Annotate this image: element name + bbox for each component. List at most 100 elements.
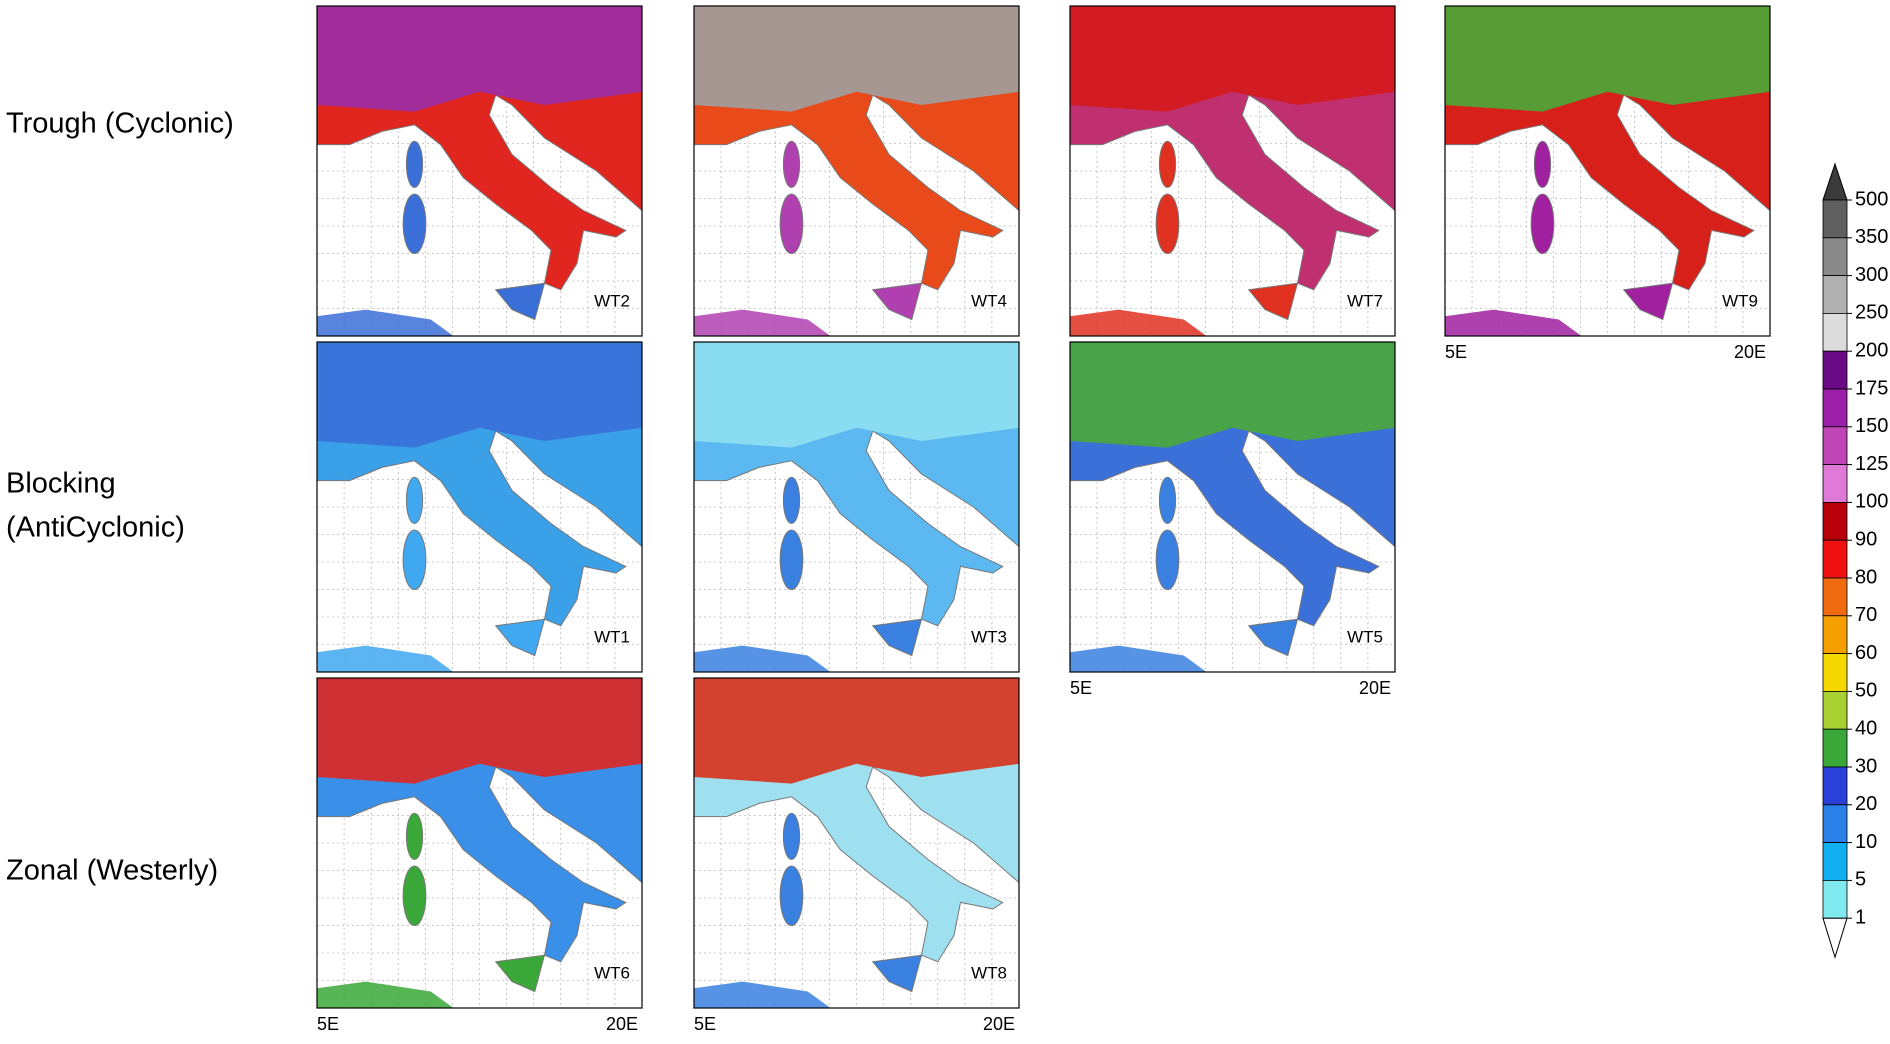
sicily xyxy=(871,282,923,321)
row-label: Zonal (Westerly) xyxy=(6,855,218,887)
sardinia xyxy=(779,193,804,255)
row-label: Trough (Cyclonic) xyxy=(6,108,234,140)
axis-label: 20E xyxy=(983,1014,1015,1034)
axis-label: 20E xyxy=(1359,678,1391,698)
colorbar-tick-label: 20 xyxy=(1855,793,1877,815)
colorbar-box xyxy=(1822,275,1848,314)
panel-label: WT1 xyxy=(594,627,630,646)
alps-region xyxy=(1070,342,1395,448)
sardinia xyxy=(402,193,427,255)
map-panel: WT3 xyxy=(693,341,1020,673)
colorbar-tick-label: 300 xyxy=(1855,264,1888,286)
corsica xyxy=(782,140,801,188)
panel-label: WT4 xyxy=(971,291,1007,310)
panel-border xyxy=(1444,5,1771,337)
map-panel: WT6 xyxy=(316,677,643,1009)
corsica xyxy=(405,140,424,188)
colorbar-box xyxy=(1822,728,1848,768)
alps-region xyxy=(1445,6,1770,112)
panel-border xyxy=(1069,341,1396,673)
map-panel: WT1 xyxy=(316,341,643,673)
corsica xyxy=(782,476,801,524)
sardinia xyxy=(402,865,427,926)
axis-label: 5E xyxy=(1445,342,1467,362)
sicily xyxy=(871,618,923,657)
colorbar-tick-label: 200 xyxy=(1855,339,1888,361)
alps-region xyxy=(694,678,1019,784)
panel-label: WT6 xyxy=(594,963,630,982)
africa xyxy=(317,309,454,336)
panel-border xyxy=(1069,5,1396,337)
africa xyxy=(1070,645,1207,672)
colorbar-box xyxy=(1822,842,1848,881)
colorbar-arrow-bottom xyxy=(1822,917,1848,959)
africa xyxy=(1445,309,1582,336)
colorbar-box xyxy=(1822,464,1848,503)
panel-label: WT3 xyxy=(971,627,1007,646)
axis-label: 5E xyxy=(1070,678,1092,698)
alps-region xyxy=(1070,6,1395,112)
colorbar-box xyxy=(1822,350,1848,390)
colorbar-tick-label: 50 xyxy=(1855,680,1877,702)
row-label: Blocking xyxy=(6,468,116,500)
axis-label: 20E xyxy=(606,1014,638,1034)
sardinia xyxy=(779,529,804,590)
alps-region xyxy=(317,342,642,448)
map-panel: WT9 xyxy=(1444,5,1771,337)
sicily xyxy=(1247,282,1299,321)
panel-label: WT8 xyxy=(971,963,1007,982)
colorbar-box xyxy=(1822,539,1848,579)
panel-label: WT9 xyxy=(1722,291,1758,310)
colorbar-box xyxy=(1822,880,1848,919)
colorbar-tick-label: 1 xyxy=(1855,906,1866,928)
map-panel: WT4 xyxy=(693,5,1020,337)
colorbar-tick-label: 250 xyxy=(1855,302,1888,324)
colorbar-tick-label: 80 xyxy=(1855,566,1877,588)
corsica xyxy=(405,812,424,861)
sardinia xyxy=(779,865,804,926)
sardinia xyxy=(1155,193,1180,255)
colorbar-tick-label: 150 xyxy=(1855,415,1888,437)
colorbar-box xyxy=(1822,766,1848,806)
colorbar-arrow-top xyxy=(1822,162,1848,201)
corsica xyxy=(1533,140,1552,188)
colorbar-box xyxy=(1822,653,1848,692)
panel-label: WT2 xyxy=(594,291,630,310)
colorbar-box xyxy=(1822,691,1848,730)
panel-border xyxy=(693,341,1020,673)
colorbar-box xyxy=(1822,501,1848,541)
sardinia xyxy=(1530,193,1555,255)
sardinia xyxy=(1155,529,1180,590)
panel-label: WT7 xyxy=(1347,291,1383,310)
alps-region xyxy=(317,678,642,784)
axis-label: 5E xyxy=(317,1014,339,1034)
row-label: (AntiCyclonic) xyxy=(6,512,185,544)
africa xyxy=(1070,309,1207,336)
panel-border xyxy=(316,5,643,337)
corsica xyxy=(1158,140,1177,188)
colorbar-tick-label: 5 xyxy=(1855,869,1866,891)
colorbar-tick-label: 30 xyxy=(1855,755,1877,777)
colorbar-tick-label: 10 xyxy=(1855,831,1877,853)
sicily xyxy=(494,618,546,657)
colorbar-box xyxy=(1822,199,1848,239)
axis-label: 5E xyxy=(694,1014,716,1034)
panel-border xyxy=(693,5,1020,337)
colorbar-box xyxy=(1822,615,1848,654)
map-panel: WT8 xyxy=(693,677,1020,1009)
colorbar-tick-label: 175 xyxy=(1855,377,1888,399)
corsica xyxy=(782,812,801,861)
alps-region xyxy=(694,342,1019,448)
sicily xyxy=(871,954,923,993)
africa xyxy=(317,981,454,1008)
panel-border xyxy=(316,341,643,673)
colorbar-box xyxy=(1822,804,1848,843)
colorbar-tick-label: 125 xyxy=(1855,453,1888,475)
colorbar-tick-label: 350 xyxy=(1855,226,1888,248)
panel-border xyxy=(693,677,1020,1009)
colorbar-tick-label: 100 xyxy=(1855,491,1888,513)
colorbar-tick-label: 70 xyxy=(1855,604,1877,626)
panel-label: WT5 xyxy=(1347,627,1383,646)
africa xyxy=(317,645,454,672)
